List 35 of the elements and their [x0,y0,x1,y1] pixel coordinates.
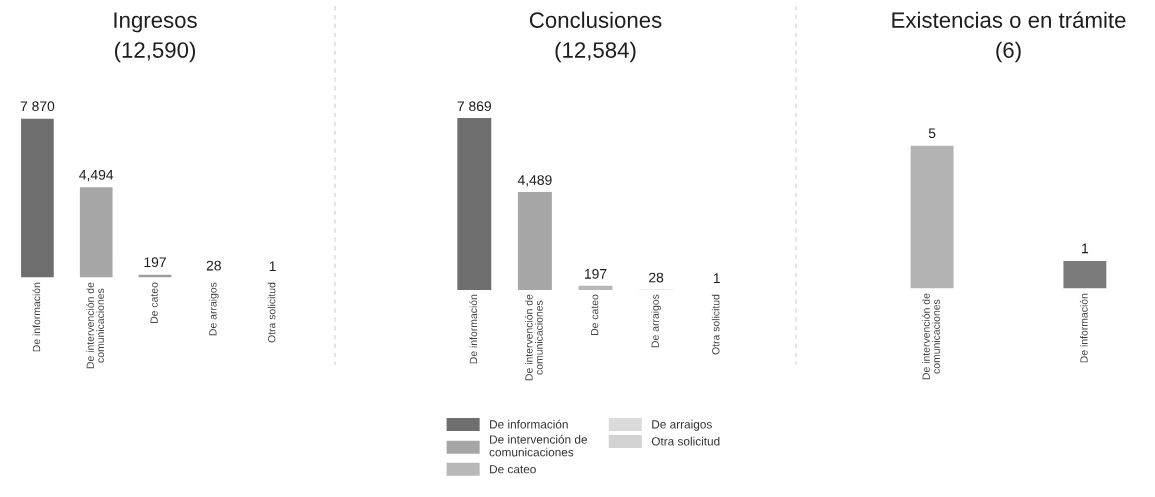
x-tick-label: Otra solicitud [267,282,276,343]
data-label: 7 870 [20,101,55,112]
x-tick-label: De arraigos [208,282,219,336]
x-tick-label: De arraigos [651,294,661,348]
data-label: 1 [713,273,720,283]
legend-label: Otra solicitud [651,436,720,446]
chart-title: Ingresos [114,12,197,33]
x-tick-label: De intervención de comunicaciones [922,293,940,380]
x-tick-label: De información [32,282,41,352]
data-label: 197 [584,268,607,279]
data-label: 7 869 [457,101,492,112]
data-label: 28 [649,272,664,283]
legend-label: De arraigos [652,419,712,431]
data-label: 197 [144,257,166,268]
x-tick-label: Otra solicitud [711,294,720,355]
data-label: 4,494 [79,169,114,182]
chart-title: Existencias o en trámite [892,11,1126,28]
x-tick-label: De cateo [591,294,599,335]
legend-label: De información [490,419,568,429]
data-label: 28 [206,260,221,271]
data-label: 1 [269,261,276,271]
chart-title: Conclusiones [529,11,662,28]
x-tick-label: De intervención de comunicaciones [86,282,105,369]
data-label: 1 [1082,243,1089,254]
data-label: 5 [928,128,936,139]
data-label: 4,489 [517,175,552,187]
chart-subtitle: (12,590) [115,41,196,63]
x-tick-label: De información [1079,293,1088,363]
legend-label: De intervención de comunicaciones [489,434,588,457]
x-tick-label: De intervención de comunicaciones [524,294,543,381]
chart-subtitle: (12,584) [555,41,636,63]
x-tick-label: De cateo [150,282,158,323]
chart-subtitle: (6) [996,41,1021,63]
legend-label: De cateo [490,465,536,474]
x-tick-label: De información [469,294,478,364]
